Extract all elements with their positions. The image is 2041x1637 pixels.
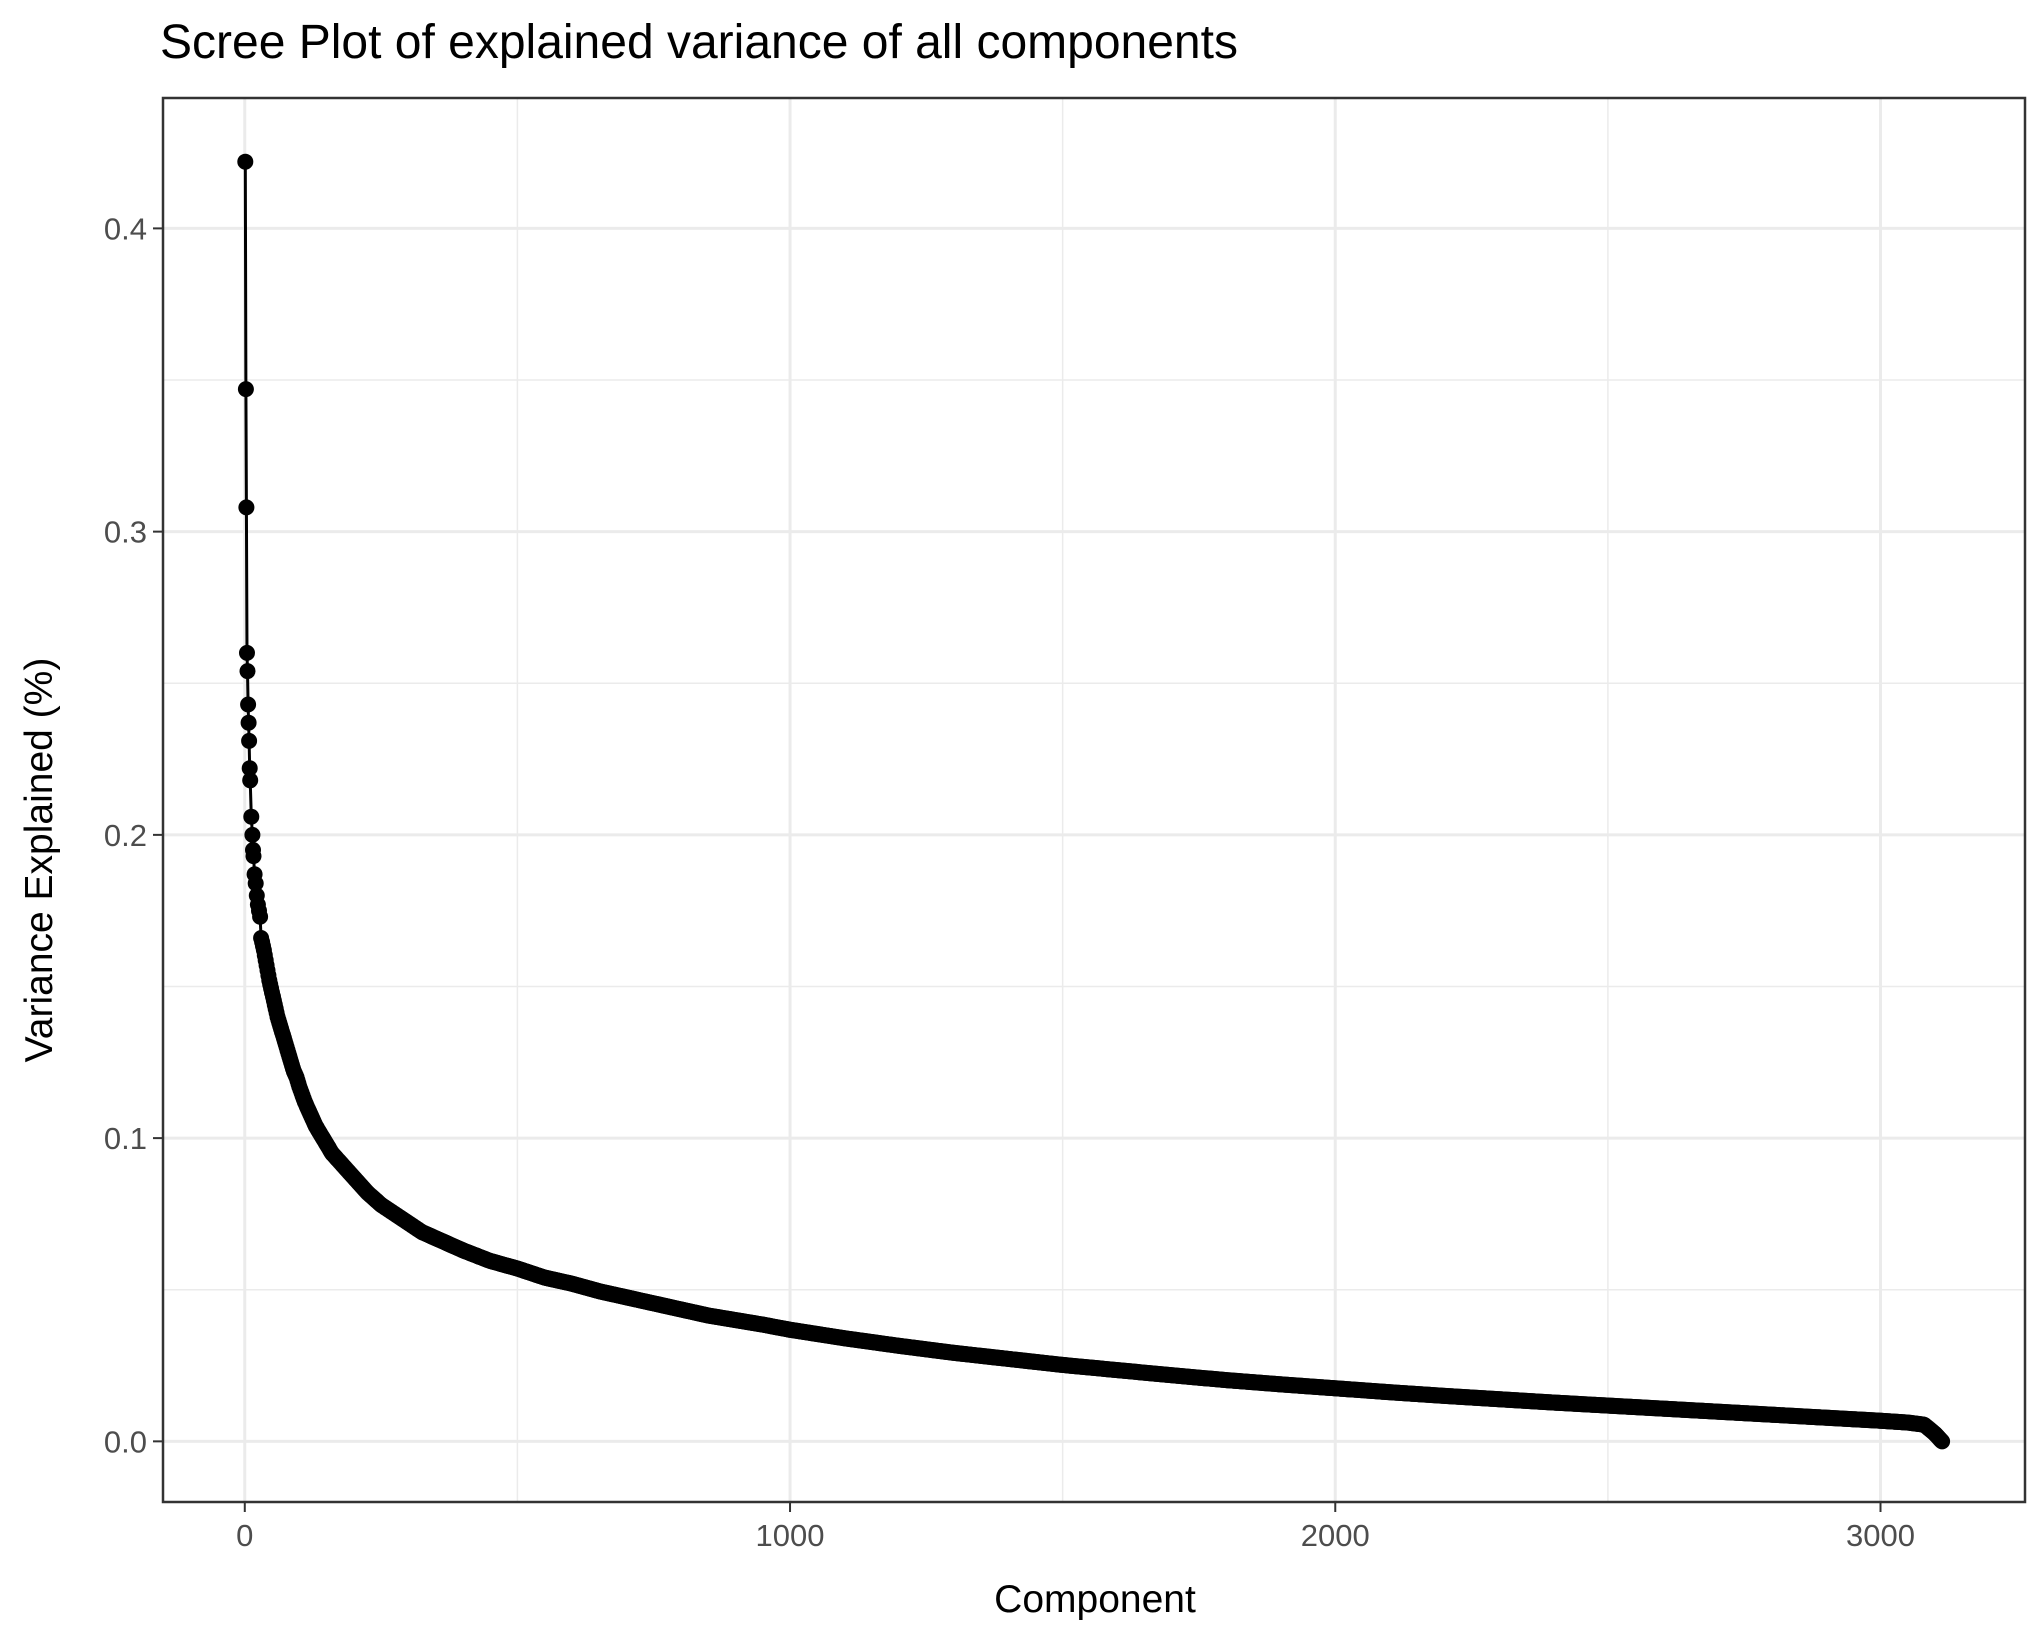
y-tick-label: 0.3 [104,515,147,550]
x-tick-label: 3000 [1846,1518,1915,1553]
y-axis: 0.0 0.1 0.2 0.3 0.4 [104,211,163,1459]
y-tick-label: 0.0 [104,1424,147,1459]
data-point [240,714,257,731]
data-point [243,808,260,825]
y-tick-label: 0.2 [104,818,147,853]
y-tick-label: 0.4 [104,211,147,246]
data-point [244,826,261,843]
data-point [241,732,258,749]
data-point [242,772,259,789]
data-point [240,696,257,713]
chart-title: Scree Plot of explained variance of all … [160,16,1238,69]
y-axis-title: Variance Explained (%) [18,658,61,1063]
x-axis: 0 1000 2000 3000 [236,1502,1915,1553]
data-point [241,760,258,777]
data-point [237,153,254,170]
grid-lines [163,98,2025,1502]
data-point [237,381,254,398]
data-point [239,663,256,680]
x-tick-label: 1000 [756,1518,825,1553]
data-point [238,499,255,516]
x-axis-title: Component [994,1578,1196,1621]
data-point [1934,1433,1951,1450]
x-tick-label: 2000 [1301,1518,1370,1553]
data-series [237,153,1951,1450]
plot-panel-border [161,96,2027,1504]
y-tick-label: 0.1 [104,1121,147,1156]
data-point [252,908,269,925]
data-point [239,644,255,661]
x-tick-label: 0 [236,1518,253,1553]
data-point [245,848,262,865]
data-point [247,875,264,892]
